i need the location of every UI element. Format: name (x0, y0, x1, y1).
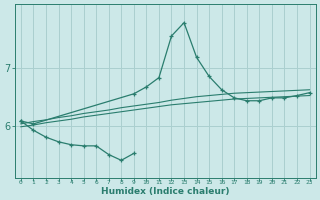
X-axis label: Humidex (Indice chaleur): Humidex (Indice chaleur) (101, 187, 229, 196)
